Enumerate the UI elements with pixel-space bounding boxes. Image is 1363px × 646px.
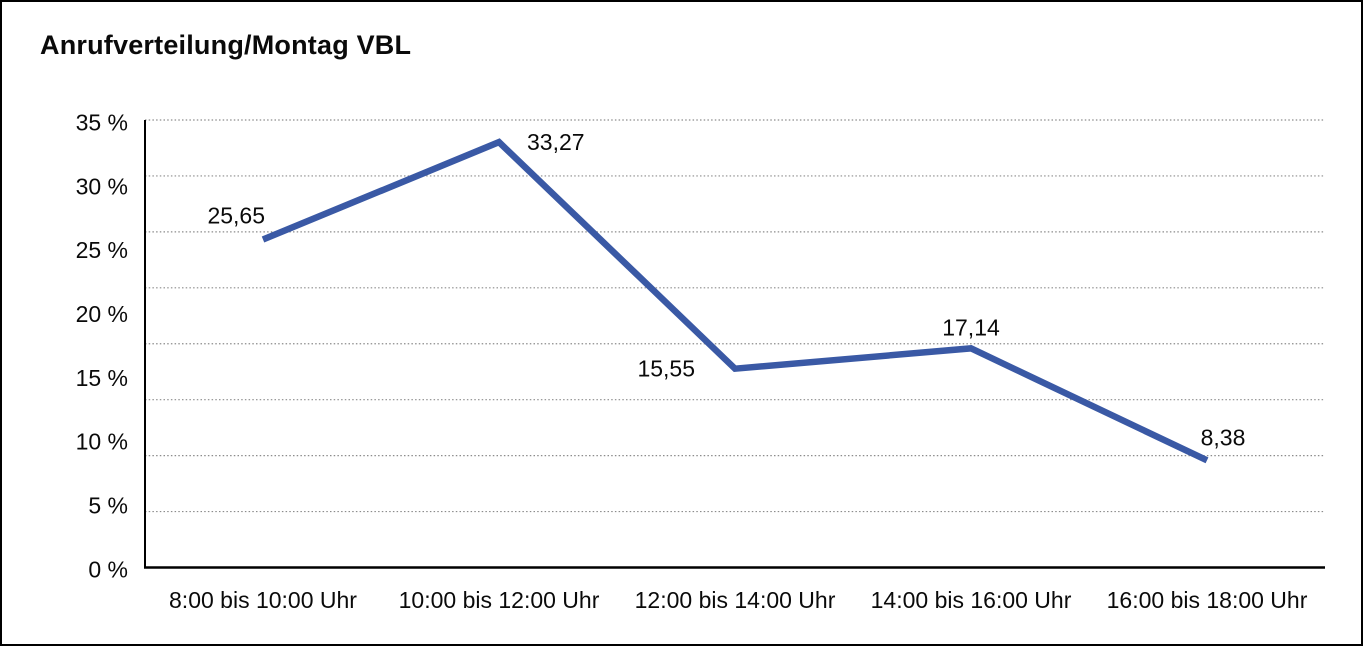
y-tick-label: 30 %	[76, 173, 128, 199]
x-tick-label: 10:00 bis 12:00 Uhr	[399, 587, 600, 613]
x-tick-label: 16:00 bis 18:00 Uhr	[1107, 587, 1308, 613]
y-tick-label: 25 %	[76, 237, 128, 263]
y-tick-label: 35 %	[76, 110, 128, 136]
y-tick-label: 5 %	[88, 492, 128, 518]
x-tick-label: 8:00 bis 10:00 Uhr	[169, 587, 357, 613]
y-tick-label: 10 %	[76, 429, 128, 455]
x-tick-label: 14:00 bis 16:00 Uhr	[871, 587, 1072, 613]
x-tick-label: 12:00 bis 14:00 Uhr	[635, 587, 836, 613]
y-tick-label: 20 %	[76, 301, 128, 327]
data-label: 33,27	[527, 129, 585, 155]
data-label: 25,65	[207, 203, 265, 229]
y-tick-label: 15 %	[76, 365, 128, 391]
data-label: 8,38	[1201, 424, 1246, 450]
series-line	[261, 138, 1209, 464]
y-tick-label: 0 %	[88, 556, 128, 582]
chart-title: Anrufverteilung/Montag VBL	[40, 30, 412, 60]
data-label: 15,55	[637, 356, 695, 382]
data-label: 17,14	[942, 314, 1000, 340]
